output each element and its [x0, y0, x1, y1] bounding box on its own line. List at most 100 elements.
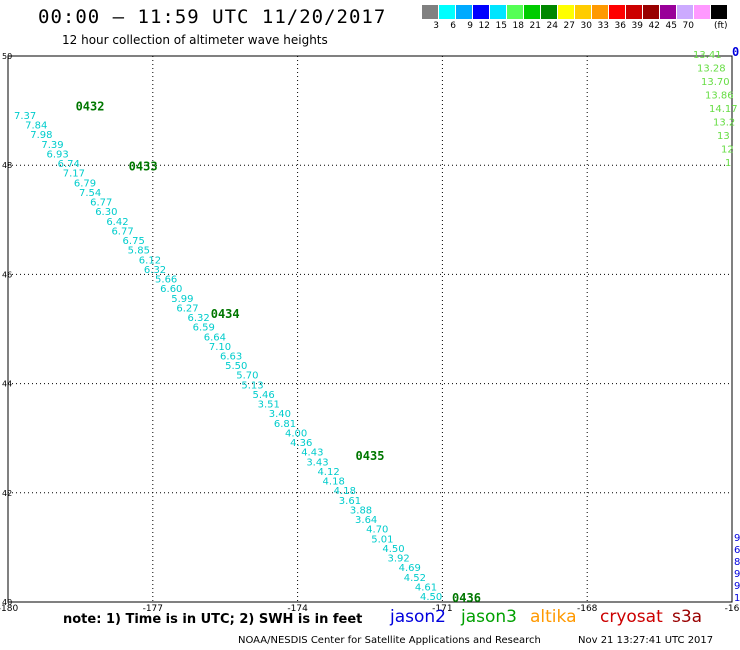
swh-value: 3.43 [306, 457, 328, 468]
lat-tick-label: 50 [2, 52, 12, 61]
swh-value: 6.74 [58, 159, 80, 170]
color-swatch [677, 5, 694, 19]
swh-value-edge: 8 [734, 557, 740, 568]
swh-value-right: 13 [717, 131, 730, 142]
legend-s3a: s3a [672, 607, 703, 627]
legend-jason2: jason2 [390, 607, 446, 627]
swh-value: 3.40 [269, 409, 291, 420]
swh-value-right: 13.28 [697, 64, 726, 75]
swh-value: 3.51 [258, 400, 280, 411]
track-label: 0432 [76, 100, 105, 114]
color-scale-label: 15 [495, 21, 507, 31]
swh-value: 6.32 [144, 265, 166, 276]
footer-timestamp: Nov 21 13:27:41 UTC 2017 [578, 635, 714, 646]
swh-value: 6.77 [90, 198, 112, 209]
swh-value: 6.77 [111, 226, 133, 237]
color-scale-label: 39 [631, 21, 643, 31]
lat-tick-label: 42 [2, 489, 12, 498]
lat-tick-label: 46 [2, 270, 12, 279]
color-swatch [609, 5, 626, 19]
track-label: 0435 [356, 449, 385, 463]
swh-value-edge: 9 [734, 581, 740, 592]
color-swatch [524, 5, 541, 19]
swh-value: 7.17 [63, 169, 85, 180]
swh-value: 5.01 [371, 534, 393, 545]
color-scale-label: 9 [467, 21, 473, 31]
color-scale-label: 36 [614, 21, 626, 31]
swh-value: 6.30 [95, 207, 117, 218]
color-scale-label: 24 [546, 21, 558, 31]
swh-value: 5.50 [225, 361, 247, 372]
swh-value: 7.39 [41, 140, 63, 151]
swh-value: 4.70 [366, 525, 388, 536]
swh-value-edge: 10 [734, 593, 740, 604]
swh-value: 4.52 [404, 573, 426, 584]
swh-value: 6.32 [188, 313, 210, 324]
color-swatch [422, 5, 439, 19]
color-swatch [558, 5, 575, 19]
lat-tick-label: 40 [2, 598, 12, 607]
swh-value: 6.12 [139, 255, 161, 266]
color-scale-label: 42 [648, 21, 660, 31]
swh-value: 4.61 [415, 582, 437, 593]
swh-value-right: 13.86 [705, 91, 734, 102]
lat-tick-label: 44 [2, 380, 12, 389]
map-title: 00:00 – 11:59 UTC 11/20/2017 [38, 6, 387, 28]
lon-tick-label: -171 [432, 604, 452, 614]
swh-value: 4.00 [285, 428, 307, 439]
color-scale-label: 70 [682, 21, 694, 31]
swh-value: 5.66 [155, 275, 177, 286]
track-label: 0434 [211, 307, 240, 321]
swh-value-edge: 6 [734, 545, 740, 556]
color-swatch [541, 5, 558, 19]
track-label: 0 [732, 45, 739, 59]
track-label: 0433 [129, 160, 158, 174]
color-scale-label: 30 [580, 21, 592, 31]
swh-value-right: 14.17 [709, 104, 738, 115]
color-swatch [507, 5, 524, 19]
swh-value: 4.43 [301, 448, 323, 459]
color-swatch [575, 5, 592, 19]
swh-value: 7.37 [14, 111, 36, 122]
swh-value: 6.75 [123, 236, 145, 247]
track-label: 0436 [452, 591, 481, 605]
swh-value-right: 13.41 [693, 50, 722, 61]
color-swatch [592, 5, 609, 19]
color-scale-label: 27 [563, 21, 575, 31]
map-subtitle: 12 hour collection of altimeter wave hei… [62, 33, 328, 47]
swh-value: 4.50 [382, 544, 404, 555]
color-scale-bar [422, 5, 728, 19]
lon-tick-label: -180 [0, 604, 18, 614]
color-scale-label: 12 [478, 21, 490, 31]
legend-altika: altika [530, 607, 577, 627]
swh-value: 4.36 [290, 438, 312, 449]
swh-value: 3.88 [350, 505, 372, 516]
swh-value: 6.93 [46, 149, 68, 160]
swh-value-right: 13.70 [701, 77, 730, 88]
legend-cryosat: cryosat [600, 607, 663, 627]
color-swatch [626, 5, 643, 19]
swh-value: 6.81 [274, 419, 296, 430]
color-swatch [456, 5, 473, 19]
swh-value: 4.69 [399, 563, 421, 574]
swh-value: 6.79 [74, 178, 96, 189]
color-scale-label: 18 [512, 21, 524, 31]
lon-tick-label: -168 [577, 604, 598, 614]
swh-value: 4.50 [420, 592, 442, 603]
swh-value: 5.99 [171, 294, 193, 305]
swh-value: 6.64 [204, 332, 226, 343]
swh-value: 7.98 [30, 130, 52, 141]
color-scale-label: 33 [597, 21, 609, 31]
swh-value: 7.10 [209, 342, 231, 353]
color-swatch [694, 5, 711, 19]
swh-value-right: 13.2 [713, 118, 735, 129]
swh-value: 5.70 [236, 371, 258, 382]
swh-value: 6.59 [193, 323, 215, 334]
swh-value: 3.61 [339, 496, 361, 507]
color-scale-unit: (ft) [714, 21, 728, 31]
swh-value: 5.46 [252, 390, 274, 401]
swh-value: 4.18 [323, 477, 345, 488]
color-swatch [473, 5, 490, 19]
map-frame [7, 55, 733, 603]
